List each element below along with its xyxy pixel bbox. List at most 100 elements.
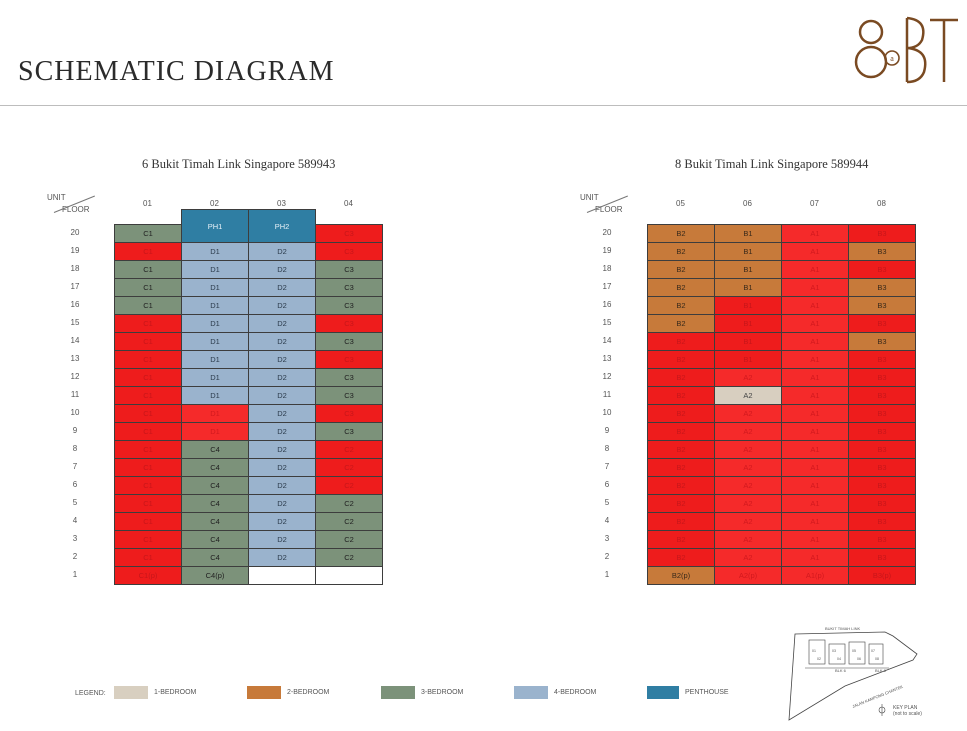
unit-cell: D2 (248, 368, 316, 387)
floor-label: 10 (602, 408, 612, 417)
unit-axis-label: UNIT (47, 193, 66, 202)
unit-cell: C3 (315, 242, 383, 261)
unit-cell: D2 (248, 404, 316, 423)
floor-label: 20 (70, 228, 80, 237)
unit-cell: D2 (248, 494, 316, 513)
unit-cell: B2(p) (647, 566, 715, 585)
unit-cell: B2 (647, 260, 715, 279)
unit-cell: PH1 (181, 209, 249, 243)
unit-cell: C3 (315, 224, 383, 243)
unit-cell: D1 (181, 332, 249, 351)
unit-cell: C1 (114, 530, 182, 549)
unit-column-header: 08 (877, 199, 886, 208)
legend-swatch (647, 686, 679, 699)
unit-cell: A1 (781, 458, 849, 477)
unit-cell: C1 (114, 458, 182, 477)
unit-cell: C4 (181, 548, 249, 567)
unit-cell: B3 (848, 422, 916, 441)
unit-cell: B3 (848, 386, 916, 405)
unit-cell: C2 (315, 512, 383, 531)
unit-cell: A1 (781, 386, 849, 405)
unit-cell: D2 (248, 242, 316, 261)
unit-column-header: 02 (210, 199, 219, 208)
unit-cell: C2 (315, 548, 383, 567)
unit-cell: C2 (315, 440, 383, 459)
unit-cell: B2 (647, 332, 715, 351)
unit-cell: A1 (781, 296, 849, 315)
unit-cell: D2 (248, 476, 316, 495)
unit-cell: B2 (647, 404, 715, 423)
floor-label: 3 (604, 534, 610, 543)
unit-cell: C1 (114, 224, 182, 243)
unit-cell: A1 (781, 548, 849, 567)
unit-cell: C3 (315, 368, 383, 387)
unit-cell: B2 (647, 350, 715, 369)
unit-cell: C4(p) (181, 566, 249, 585)
unit-cell: A2(p) (714, 566, 782, 585)
floor-label: 4 (72, 516, 78, 525)
legend-swatch (114, 686, 148, 699)
unit-cell: B3 (848, 494, 916, 513)
unit-cell: B2 (647, 458, 715, 477)
unit-cell: D2 (248, 350, 316, 369)
unit-column-header: 01 (143, 199, 152, 208)
unit-cell: D2 (248, 512, 316, 531)
unit-cell: A1 (781, 278, 849, 297)
floor-label: 16 (70, 300, 80, 309)
unit-cell: A1 (781, 350, 849, 369)
unit-cell: D2 (248, 260, 316, 279)
floor-axis-label: FLOOR (62, 205, 90, 214)
unit-cell: B3(p) (848, 566, 916, 585)
unit-cell: D1 (181, 314, 249, 333)
unit-cell: C1 (114, 242, 182, 261)
keyplan-unit: 02 (817, 657, 821, 661)
unit-cell: A1 (781, 242, 849, 261)
floor-label: 11 (70, 390, 80, 399)
unit-cell: B1 (714, 224, 782, 243)
unit-cell: C1 (114, 494, 182, 513)
keyplan-road-top: BUKIT TIMAH LINK (825, 626, 861, 631)
unit-cell: B2 (647, 278, 715, 297)
unit-cell: C3 (315, 404, 383, 423)
unit-cell: B3 (848, 260, 916, 279)
unit-cell: C3 (315, 386, 383, 405)
unit-cell: A2 (714, 440, 782, 459)
unit-cell: A1(p) (781, 566, 849, 585)
unit-cell: B2 (647, 386, 715, 405)
legend-item-4bed: 4-BEDROOM (514, 686, 596, 699)
unit-cell: A1 (781, 404, 849, 423)
unit-cell: C1 (114, 548, 182, 567)
unit-cell: D2 (248, 278, 316, 297)
unit-cell (248, 566, 316, 585)
legend-swatch (381, 686, 415, 699)
unit-cell: B2 (647, 242, 715, 261)
unit-axis-label: UNIT (580, 193, 599, 202)
keyplan-unit: 01 (812, 649, 816, 653)
floor-label: 8 (72, 444, 78, 453)
legend-item-2bed: 2-BEDROOM (247, 686, 329, 699)
unit-cell: D1 (181, 368, 249, 387)
floor-label: 17 (70, 282, 80, 291)
unit-cell: A2 (714, 494, 782, 513)
floor-label: 5 (604, 498, 610, 507)
keyplan-unit: 07 (871, 649, 875, 653)
floor-label: 13 (70, 354, 80, 363)
unit-cell: B3 (848, 530, 916, 549)
unit-cell: A1 (781, 476, 849, 495)
floor-label: 17 (602, 282, 612, 291)
floor-label: 2 (72, 552, 78, 561)
unit-cell: A2 (714, 530, 782, 549)
floor-label: 11 (602, 390, 612, 399)
unit-cell: B3 (848, 314, 916, 333)
unit-cell: C4 (181, 494, 249, 513)
legend-label: 4-BEDROOM (554, 689, 597, 696)
floor-label: 14 (602, 336, 612, 345)
unit-column-header: 05 (676, 199, 685, 208)
keyplan-unit: 06 (857, 657, 861, 661)
unit-cell: A1 (781, 224, 849, 243)
unit-cell: B2 (647, 422, 715, 441)
unit-cell: D1 (181, 242, 249, 261)
unit-cell: D2 (248, 440, 316, 459)
unit-cell: D2 (248, 296, 316, 315)
unit-cell: C1 (114, 296, 182, 315)
